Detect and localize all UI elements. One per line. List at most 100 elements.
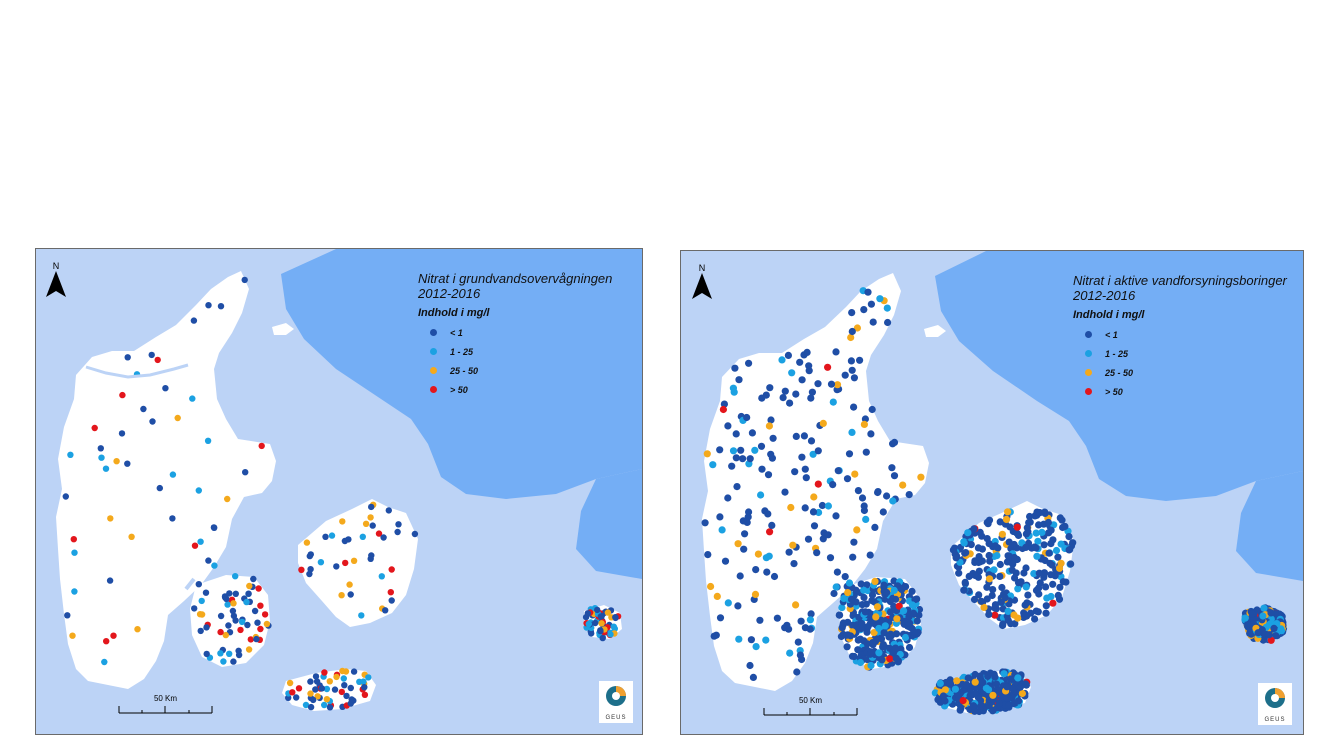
sample-point [835,611,843,619]
sample-point [952,554,960,562]
sample-point [883,492,891,500]
sample-point [253,635,260,643]
sample-point [793,668,801,676]
sample-point [970,595,979,604]
sample-point [749,673,757,681]
sample-point [1027,609,1035,617]
sample-point [1241,614,1249,622]
sample-point [798,376,806,384]
sample-point [961,580,969,588]
sample-point [786,649,794,657]
sample-point [328,532,336,539]
sample-point [394,528,401,536]
north-arrow-icon [692,273,712,299]
sample-point [333,673,340,681]
sample-point [888,464,896,472]
sample-point [847,595,856,603]
sample-point [971,707,979,715]
sample-point [827,380,836,388]
sample-point [833,568,841,576]
sample-point [784,351,792,359]
sample-point [857,580,865,588]
sample-point [807,610,815,618]
sample-point [871,523,879,531]
sample-point [765,422,773,430]
sample-point [1044,518,1052,527]
legend-swatch [1085,331,1092,338]
limfjord [85,363,189,379]
sample-point [1055,564,1064,572]
sample-point [741,530,749,538]
sample-point [756,616,764,624]
sample-point [1049,580,1057,588]
sample-point [217,650,224,657]
sea-baltic [576,469,642,579]
sample-point [189,395,196,402]
sample-point [1011,555,1019,563]
sample-point [375,530,383,537]
sample-point [809,508,818,516]
sample-point [847,333,855,342]
sample-point [977,597,985,605]
sample-point [1005,538,1013,546]
sample-point [740,545,748,553]
sample-point [886,597,894,605]
sample-point [804,535,813,543]
sample-point [101,658,108,666]
sample-point [302,701,310,709]
sample-point [862,515,870,523]
sample-point [388,566,395,573]
sample-point [848,309,856,317]
sample-point [814,380,822,388]
sample-point [801,504,809,512]
sample-point [848,652,857,660]
sample-point [745,359,753,367]
sample-point [257,625,264,633]
sample-point [877,616,885,624]
sample-point [806,616,814,624]
sample-point [118,430,126,437]
sample-point [1248,610,1256,618]
sample-point [991,542,999,550]
sample-point [360,678,367,685]
sample-point [103,638,110,645]
sample-point [1005,701,1013,709]
sample-point [1030,570,1038,578]
sample-point [597,627,604,634]
sample-point [850,403,858,411]
sample-point [747,636,755,644]
sample-point [879,508,887,516]
sample-point [983,518,991,527]
sample-point [941,686,949,694]
sample-point [936,679,944,687]
sample-point [293,694,300,701]
sample-point [251,607,259,615]
map-period: 2012-2016 [418,286,481,301]
sample-point [1025,519,1033,527]
data-points [701,287,1288,716]
legend-item: < 1 [430,323,612,342]
map-panel-monitoring: Nitrat i grundvandsovervågningen 2012-20… [35,248,643,735]
sample-point [832,348,840,356]
sample-point [226,650,233,657]
sample-point [730,388,738,396]
sample-point [367,555,374,562]
sample-point [985,551,993,560]
laeso [272,323,294,335]
sample-point [1000,670,1008,678]
sample-point [785,548,793,556]
legend: < 1 1 - 25 25 - 50 > 50 [430,323,612,399]
sample-point [848,366,856,374]
sample-point [758,465,766,473]
sample-point [1016,683,1024,691]
sample-point [217,628,224,636]
sample-point [599,634,606,642]
sample-point [757,491,765,499]
sample-point [971,571,979,580]
sea-baltic [1236,471,1303,581]
laeso [924,325,946,337]
logo-text: GEUS [605,715,627,721]
sample-point [733,483,741,491]
legend-item: 25 - 50 [1085,363,1287,382]
sample-point [250,575,257,583]
